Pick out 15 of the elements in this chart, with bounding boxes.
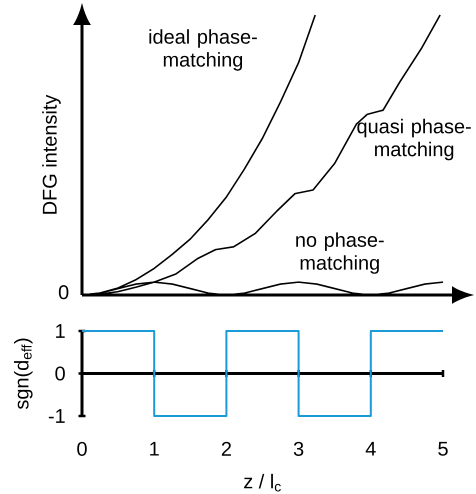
x-tick-label: 3: [294, 442, 304, 456]
y-axis-title: sgn(d$_{eff}$): [14, 338, 33, 410]
series-label: quasi phase-matching: [357, 118, 471, 160]
x-tick-label: 0: [77, 442, 87, 456]
series-label: ideal phase-matching: [149, 29, 257, 71]
y-axis-title: DFG intensity: [42, 94, 61, 214]
x-tick-label: 5: [438, 442, 448, 456]
x-axis-title: z / l$_{c}$: [244, 474, 281, 492]
x-tick-label: 4: [366, 442, 376, 456]
y-tick-label: 1: [56, 324, 65, 338]
y-tick-label: -1: [48, 409, 65, 423]
series-label: no phase-matching: [296, 232, 384, 274]
y-tick-label: 0: [55, 366, 65, 381]
x-tick-label: 2: [222, 442, 231, 456]
x-tick-label: 1: [150, 442, 159, 456]
